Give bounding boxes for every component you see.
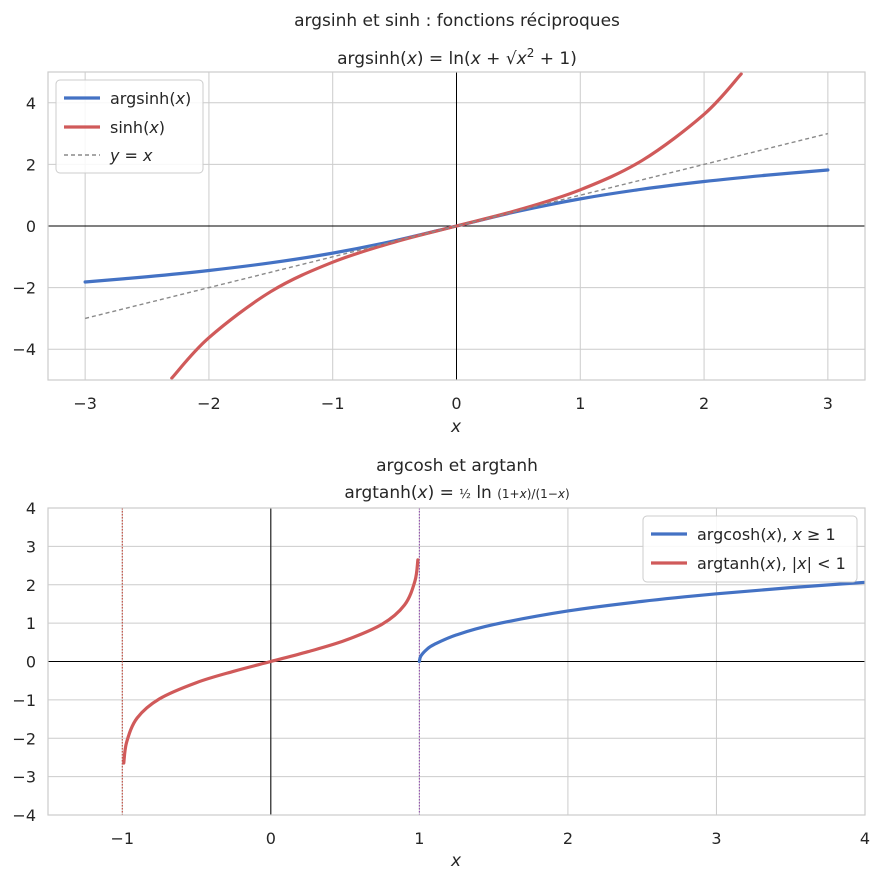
top-xtick-label: −2: [197, 394, 221, 413]
top-xtick-label: 2: [699, 394, 709, 413]
bottom-ytick-label: −1: [12, 691, 36, 710]
bottom-xtick-label: 3: [711, 829, 721, 848]
chart-top-legend: argsinh(x) sinh(x) y = x: [55, 79, 204, 174]
bottom-ytick-label: 0: [26, 653, 36, 672]
bottom-ytick-label: 2: [26, 576, 36, 595]
bottom-ytick-label: 3: [26, 537, 36, 556]
legend-label-argcosh: argcosh(x), x ≥ 1: [697, 525, 836, 544]
top-ytick-label: 2: [26, 155, 36, 174]
bottom-series-line-0: [417, 580, 865, 664]
chart-top-title: argsinh(x) = ln(x + √x2 + 1): [337, 46, 577, 69]
bottom-xtick-label: 1: [414, 829, 424, 848]
top-xtick-label: −1: [321, 394, 345, 413]
bottom-xtick-label: 4: [860, 829, 870, 848]
bottom-ytick-label: −2: [12, 729, 36, 748]
chart-bottom-title-line2: argtanh(x) = ½ ln (1+x)/(1−x): [344, 483, 569, 503]
chart-bottom-xlabel: x: [450, 851, 462, 871]
bottom-ytick-label: −4: [12, 806, 36, 825]
chart-bottom: argcosh et argtanh argtanh(x) = ½ ln (1+…: [12, 456, 870, 871]
chart-top-frame: [47, 71, 866, 381]
bottom-ytick-label: −3: [12, 768, 36, 787]
top-series-line-2: [84, 132, 829, 320]
chart-bottom-frame: [47, 507, 866, 816]
top-ytick-label: −2: [12, 279, 36, 298]
top-xtick-label: −3: [73, 394, 97, 413]
chart-top: argsinh(x) = ln(x + √x2 + 1) −3 −2 −1 0 1 2 3 −…: [12, 46, 866, 437]
top-ytick-label: 0: [26, 217, 36, 236]
legend-label-sinh: sinh(x): [110, 118, 165, 137]
top-ytick-label: 4: [26, 94, 36, 113]
bottom-xtick-label: 2: [563, 829, 573, 848]
chart-bottom-legend: argcosh(x), x ≥ 1 argtanh(x), |x| < 1: [642, 515, 858, 583]
bottom-xtick-label: 0: [266, 829, 276, 848]
legend-label-identity: y = x: [109, 146, 153, 165]
figure-suptitle: argsinh et sinh : fonctions réciproques: [294, 11, 620, 31]
top-xtick-label: 0: [451, 394, 461, 413]
legend-label-argsinh: argsinh(x): [110, 89, 191, 108]
chart-bottom-title-line1: argcosh et argtanh: [376, 456, 538, 476]
legend-label-argtanh: argtanh(x), |x| < 1: [697, 554, 846, 573]
bottom-xtick-label: −1: [110, 829, 134, 848]
top-xtick-label: 3: [823, 394, 833, 413]
top-xtick-label: 1: [575, 394, 585, 413]
bottom-ytick-label: 4: [26, 499, 36, 518]
bottom-series-line-1: [122, 558, 420, 765]
bottom-ytick-label: 1: [26, 614, 36, 633]
chart-top-xlabel: x: [450, 417, 462, 437]
top-ytick-label: −4: [12, 340, 36, 359]
top-series-line-1: [170, 72, 743, 380]
